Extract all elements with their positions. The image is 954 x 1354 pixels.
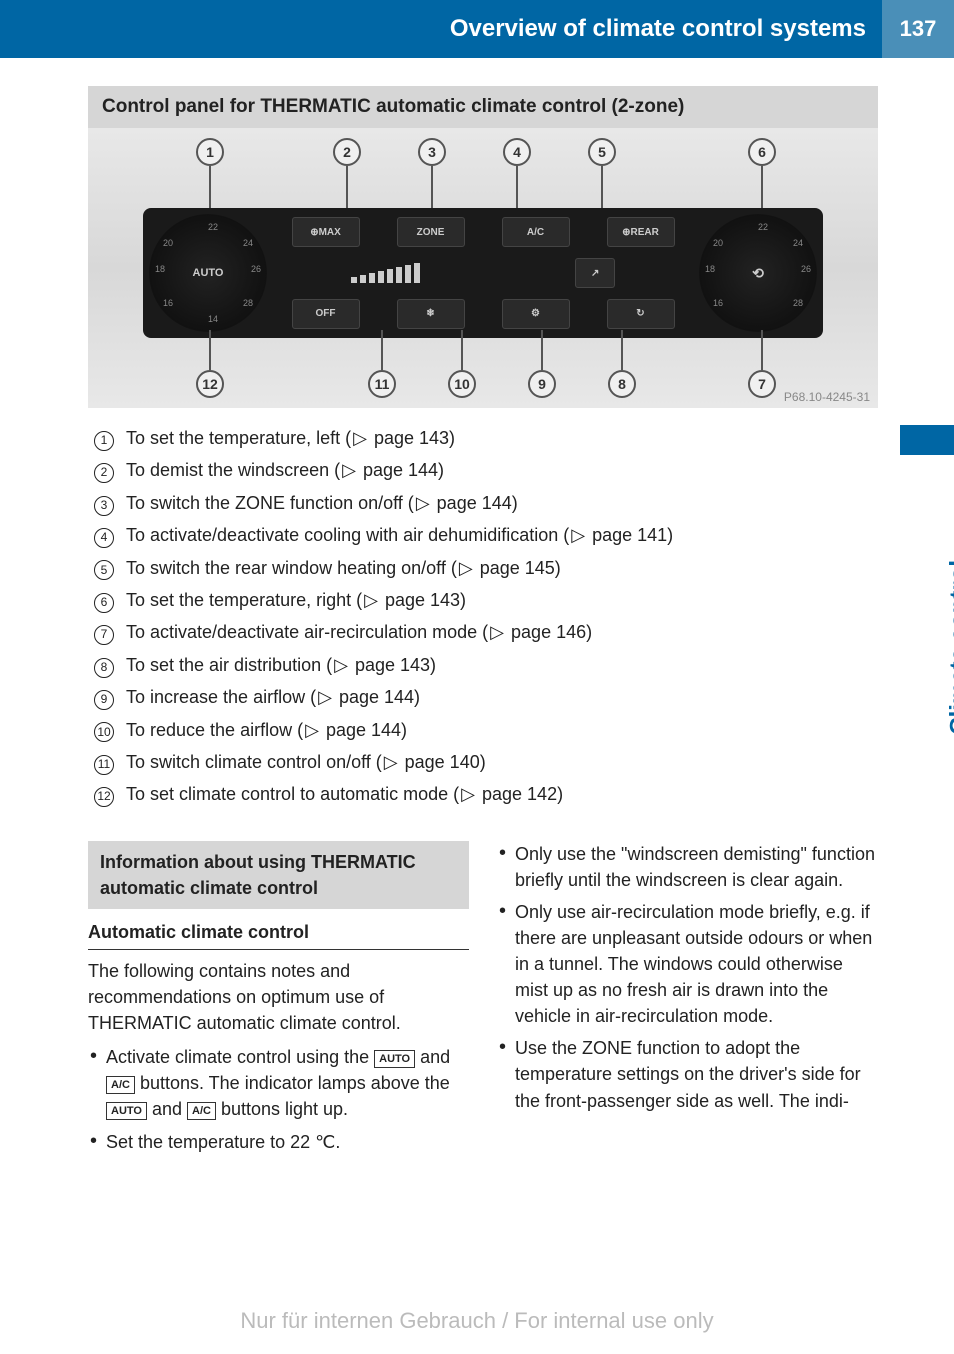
callout-line [209,330,211,370]
right-bullet-list: Only use the "windscreen demisting" func… [497,841,878,1114]
page-ref-icon: ▷ [364,584,378,616]
recirc-button[interactable]: ↻ [607,299,675,329]
legend-item: 6To set the temperature, right (▷ page 1… [94,584,878,616]
rear-defrost-button[interactable]: ⊕REAR [607,217,675,247]
info-subheader: Automatic climate control [88,919,469,950]
page-ref-icon: ▷ [571,519,585,551]
bottom-button-row: OFF ❄ ⚙ ↻ [273,293,693,334]
callout-8: 8 [608,370,636,398]
legend-item: 9To increase the airflow (▷ page 144) [94,681,878,713]
right-column: Only use the "windscreen demisting" func… [497,841,878,1161]
callout-line [541,330,543,370]
auto-button-icon: AUTO [106,1102,147,1120]
side-tab-marker [900,425,954,455]
auto-button-icon: AUTO [374,1050,415,1068]
page-ref-icon: ▷ [490,616,504,648]
page-header: Overview of climate control systems 137 [0,0,954,58]
air-dist-button[interactable]: ↗ [575,258,615,288]
climate-panel: AUTO 22 20 24 18 26 16 28 14 ⊕MAX ZONE A… [143,208,823,338]
page-ref-icon: ▷ [459,552,473,584]
section-title: Control panel for THERMATIC automatic cl… [88,86,878,128]
diagram-reference: P68.10-4245-31 [784,390,870,404]
ac-button-icon: A/C [187,1102,216,1120]
footer-watermark: Nur für internen Gebrauch / For internal… [0,1308,954,1334]
info-intro: The following contains notes and recomme… [88,958,469,1036]
callout-6: 6 [748,138,776,166]
callout-4: 4 [503,138,531,166]
temp-dial-right[interactable]: ⟲ 22 20 24 18 26 16 28 [699,214,817,332]
legend-item: 4To activate/deactivate cooling with air… [94,519,878,551]
off-button[interactable]: OFF [292,299,360,329]
top-button-row: ⊕MAX ZONE A/C ⊕REAR [273,212,693,253]
airflow-down-button[interactable]: ❄ [397,299,465,329]
list-item: Set the temperature to 22 ℃. [88,1129,469,1155]
callout-2: 2 [333,138,361,166]
callout-line [461,330,463,370]
callout-10: 10 [448,370,476,398]
page-ref-icon: ▷ [461,778,475,810]
content-area: Control panel for THERMATIC automatic cl… [0,58,954,1161]
callout-12: 12 [196,370,224,398]
left-column: Information about using THERMATIC automa… [88,841,469,1161]
list-item: Only use air-recirculation mode briefly,… [497,899,878,1029]
legend-item: 8To set the air distribution (▷ page 143… [94,649,878,681]
info-header: Information about using THERMATIC automa… [88,841,469,909]
info-columns: Information about using THERMATIC automa… [88,841,878,1161]
temp-dial-left[interactable]: AUTO 22 20 24 18 26 16 28 14 [149,214,267,332]
airflow-row: ↗ [273,253,693,294]
callout-line [761,330,763,370]
callout-line [381,330,383,370]
page-number: 137 [882,0,954,58]
legend-list: 1To set the temperature, left (▷ page 14… [88,422,878,811]
callout-9: 9 [528,370,556,398]
callout-5: 5 [588,138,616,166]
callout-1: 1 [196,138,224,166]
page-ref-icon: ▷ [342,454,356,486]
legend-item: 10To reduce the airflow (▷ page 144) [94,714,878,746]
callout-line [621,330,623,370]
ac-button-icon: A/C [106,1076,135,1094]
list-item: Use the ZONE function to adopt the tempe… [497,1035,878,1113]
zone-button[interactable]: ZONE [397,217,465,247]
legend-item: 5To switch the rear window heating on/of… [94,552,878,584]
diagram: 1 2 3 4 5 6 AUTO 22 20 24 18 26 16 28 14 [88,128,878,408]
list-item: Activate climate control using the AUTO … [88,1044,469,1122]
ac-button[interactable]: A/C [502,217,570,247]
callout-11: 11 [368,370,396,398]
side-tab-label: Climate control [946,560,954,735]
legend-item: 1To set the temperature, left (▷ page 14… [94,422,878,454]
list-item: Only use the "windscreen demisting" func… [497,841,878,893]
airflow-indicator [351,263,420,283]
airflow-up-button[interactable]: ⚙ [502,299,570,329]
legend-item: 12To set climate control to automatic mo… [94,778,878,810]
header-title: Overview of climate control systems [450,15,882,43]
page-ref-icon: ▷ [305,714,319,746]
defrost-max-button[interactable]: ⊕MAX [292,217,360,247]
legend-item: 2To demist the windscreen (▷ page 144) [94,454,878,486]
page-ref-icon: ▷ [334,649,348,681]
page-ref-icon: ▷ [353,422,367,454]
page-ref-icon: ▷ [384,746,398,778]
legend-item: 3To switch the ZONE function on/off (▷ p… [94,487,878,519]
callout-7: 7 [748,370,776,398]
legend-item: 7To activate/deactivate air-recirculatio… [94,616,878,648]
page-ref-icon: ▷ [416,487,430,519]
left-bullet-list: Activate climate control using the AUTO … [88,1044,469,1154]
center-button-panel: ⊕MAX ZONE A/C ⊕REAR [273,208,693,338]
legend-item: 11To switch climate control on/off (▷ pa… [94,746,878,778]
callout-3: 3 [418,138,446,166]
page-ref-icon: ▷ [318,681,332,713]
